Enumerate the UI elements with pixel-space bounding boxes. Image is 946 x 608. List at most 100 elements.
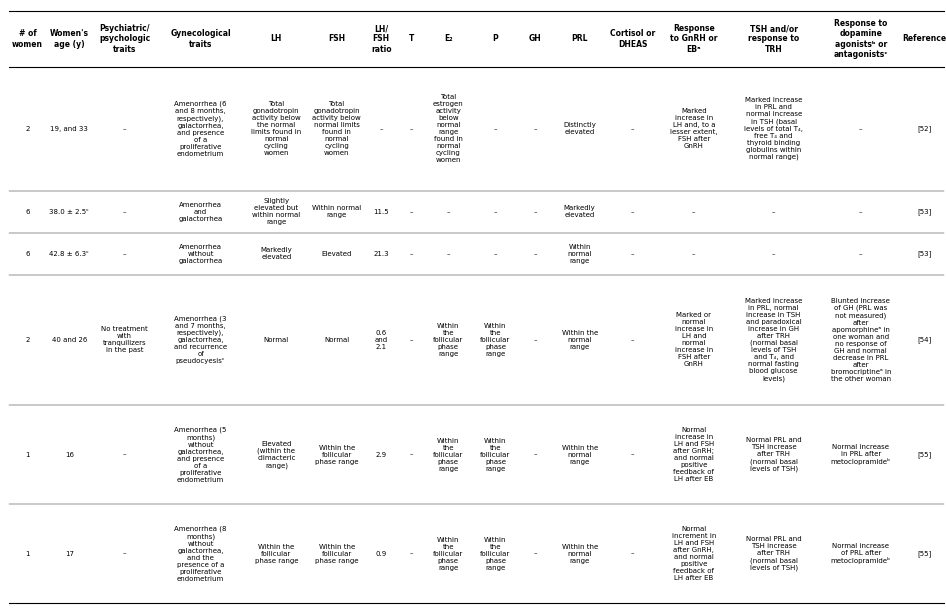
Text: –: – (494, 126, 498, 132)
Text: Amenorrhea (5
months)
without
galactorrhea,
and presence
of a
proliferative
endo: Amenorrhea (5 months) without galactorrh… (174, 427, 227, 483)
Text: 6: 6 (26, 251, 30, 257)
Text: Normal increase
in PRL after
metoclopramideᵇ: Normal increase in PRL after metoclopram… (831, 444, 891, 465)
Text: –: – (410, 209, 412, 215)
Text: –: – (631, 452, 635, 458)
Text: Within
the
follicular
phase
range: Within the follicular phase range (433, 323, 464, 357)
Text: 42.8 ± 6.3ᶜ: 42.8 ± 6.3ᶜ (49, 251, 89, 257)
Text: E₂: E₂ (444, 35, 453, 43)
Text: –: – (123, 251, 127, 257)
Text: Marked increase
in PRL and
normal increase
in TSH (basal
levels of total T₄,
fre: Marked increase in PRL and normal increa… (745, 97, 803, 161)
Text: –: – (494, 251, 498, 257)
Text: Amenorrhea (3
and 7 months,
respectively),
galactorrhea,
and recurrence
of
pseud: Amenorrhea (3 and 7 months, respectively… (174, 316, 227, 364)
Text: –: – (859, 126, 863, 132)
Text: 40 and 26: 40 and 26 (51, 337, 87, 343)
Text: Marked increase
in PRL, normal
increase in TSH
and paradoxical
increase in GH
af: Marked increase in PRL, normal increase … (745, 298, 802, 382)
Text: 6: 6 (26, 209, 30, 215)
Text: Normal: Normal (324, 337, 349, 343)
Text: Marked
increase in
LH and, to a
lesser extent,
FSH after
GnRH: Marked increase in LH and, to a lesser e… (670, 108, 718, 150)
Text: [55]: [55] (918, 451, 932, 458)
Text: Normal: Normal (264, 337, 289, 343)
Text: Markedly
elevated: Markedly elevated (260, 247, 292, 260)
Text: 17: 17 (64, 551, 74, 556)
Text: Normal
increment in
LH and FSH
after GnRH,
and normal
positive
feedback of
LH af: Normal increment in LH and FSH after GnR… (672, 526, 716, 581)
Text: Within
the
follicular
phase
range: Within the follicular phase range (433, 438, 464, 472)
Text: Normal PRL and
TSH increase
after TRH
(normal basal
levels of TSH): Normal PRL and TSH increase after TRH (n… (745, 437, 801, 472)
Text: No treatment
with
tranquilizers
in the past: No treatment with tranquilizers in the p… (101, 326, 148, 353)
Text: –: – (123, 126, 127, 132)
Text: –: – (534, 209, 536, 215)
Text: Amenorrhea
without
galactorrhea: Amenorrhea without galactorrhea (179, 244, 222, 264)
Text: Women's
age (y): Women's age (y) (50, 29, 89, 49)
Text: Elevated: Elevated (322, 251, 352, 257)
Text: [52]: [52] (918, 125, 932, 132)
Text: 1: 1 (26, 452, 30, 458)
Text: –: – (859, 251, 863, 257)
Text: –: – (410, 452, 412, 458)
Text: –: – (534, 337, 536, 343)
Text: Gynecological
traits: Gynecological traits (170, 29, 231, 49)
Text: 19, and 33: 19, and 33 (50, 126, 88, 132)
Text: –: – (859, 209, 863, 215)
Text: PRL: PRL (571, 35, 587, 43)
Text: –: – (123, 209, 127, 215)
Text: –: – (534, 452, 536, 458)
Text: –: – (534, 251, 536, 257)
Text: Within
the
follicular
phase
range: Within the follicular phase range (481, 537, 511, 570)
Text: Total
gonadotropin
activity below
the normal
limits found in
normal
cycling
wome: Total gonadotropin activity below the no… (252, 102, 302, 156)
Text: Markedly
elevated: Markedly elevated (564, 206, 596, 218)
Text: Within normal
range: Within normal range (312, 206, 361, 218)
Text: P: P (493, 35, 499, 43)
Text: –: – (631, 209, 635, 215)
Text: –: – (123, 551, 127, 556)
Text: –: – (631, 251, 635, 257)
Text: Blunted increase
of GH (PRL was
not measured)
after
apomorphineᵃ in
one woman an: Blunted increase of GH (PRL was not meas… (831, 298, 891, 382)
Text: 2.9: 2.9 (376, 452, 387, 458)
Text: –: – (410, 551, 412, 556)
Text: [54]: [54] (918, 337, 932, 344)
Text: –: – (692, 251, 695, 257)
Text: 2: 2 (26, 126, 29, 132)
Text: [53]: [53] (918, 209, 932, 215)
Text: Total
estrogen
activity
below
normal
range
found in
normal
cycling
women: Total estrogen activity below normal ran… (433, 94, 464, 164)
Text: 38.0 ± 2.5ᶜ: 38.0 ± 2.5ᶜ (49, 209, 89, 215)
Text: –: – (410, 126, 412, 132)
Text: –: – (534, 551, 536, 556)
Text: –: – (123, 452, 127, 458)
Text: Response
to GnRH or
EBᵃ: Response to GnRH or EBᵃ (670, 24, 717, 54)
Text: 0.9: 0.9 (376, 551, 387, 556)
Text: [55]: [55] (918, 550, 932, 557)
Text: Within the
follicular
phase range: Within the follicular phase range (315, 444, 359, 465)
Text: Amenorrhea
and
galactorrhea: Amenorrhea and galactorrhea (179, 202, 222, 222)
Text: Total
gonadotropin
activity below
normal limits
found in
normal
cycling
women: Total gonadotropin activity below normal… (312, 102, 361, 156)
Text: Reference: Reference (902, 35, 946, 43)
Text: 21.3: 21.3 (374, 251, 389, 257)
Text: –: – (410, 337, 412, 343)
Text: –: – (772, 251, 776, 257)
Text: –: – (447, 209, 450, 215)
Text: TSH and/or
response to
TRH: TSH and/or response to TRH (748, 24, 799, 54)
Text: GH: GH (529, 35, 541, 43)
Text: Within
the
follicular
phase
range: Within the follicular phase range (481, 438, 511, 472)
Text: 2: 2 (26, 337, 29, 343)
Text: Within the
normal
range: Within the normal range (562, 544, 598, 564)
Text: LH/
FSH
ratio: LH/ FSH ratio (371, 24, 392, 54)
Text: Marked or
normal
increase in
LH and
normal
increase in
FSH after
GnRH: Marked or normal increase in LH and norm… (674, 313, 713, 367)
Text: LH: LH (271, 35, 282, 43)
Text: Within the
normal
range: Within the normal range (562, 444, 598, 465)
Text: –: – (631, 337, 635, 343)
Text: Cortisol or
DHEAS: Cortisol or DHEAS (610, 29, 656, 49)
Text: T: T (409, 35, 413, 43)
Text: 16: 16 (64, 452, 74, 458)
Text: –: – (379, 126, 383, 132)
Text: FSH: FSH (328, 35, 345, 43)
Text: [53]: [53] (918, 250, 932, 257)
Text: –: – (631, 551, 635, 556)
Text: Elevated
(within the
climacteric
range): Elevated (within the climacteric range) (257, 441, 296, 469)
Text: 1: 1 (26, 551, 30, 556)
Text: Amenorrhea (6
and 8 months,
respectively),
galactorrhea,
and presence
of a
proli: Amenorrhea (6 and 8 months, respectively… (174, 101, 227, 157)
Text: Distinctly
elevated: Distinctly elevated (563, 122, 596, 136)
Text: –: – (692, 209, 695, 215)
Text: Within
the
follicular
phase
range: Within the follicular phase range (481, 323, 511, 357)
Text: –: – (494, 209, 498, 215)
Text: Amenorrhea (8
months)
without
galactorrhea,
and the
presence of a
proliferative
: Amenorrhea (8 months) without galactorrh… (174, 525, 227, 582)
